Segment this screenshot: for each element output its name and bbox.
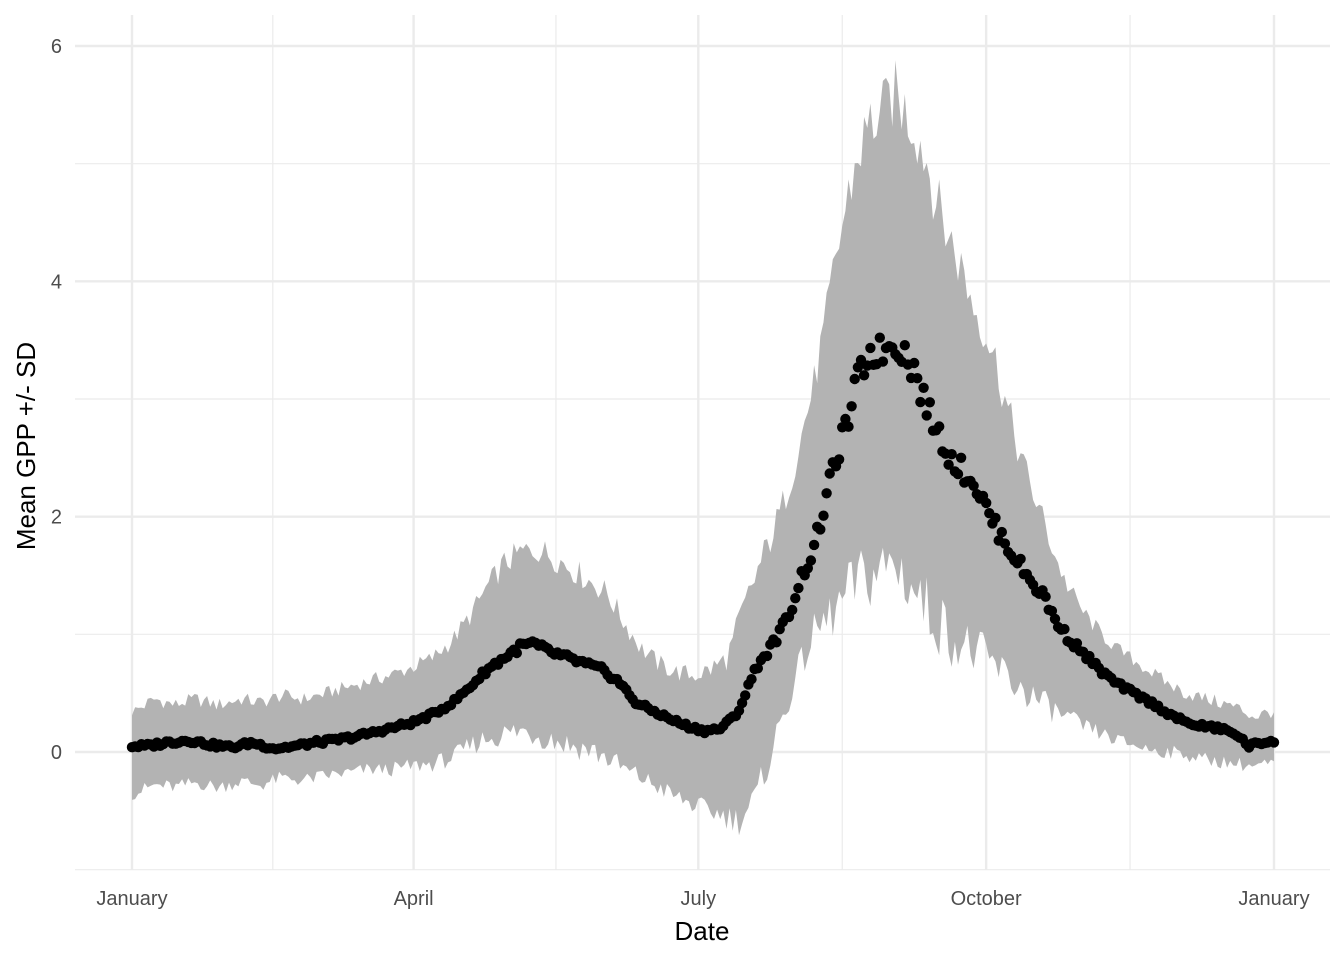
y-tick-label: 4 [51, 271, 62, 293]
mean-point [740, 690, 751, 701]
mean-point [802, 563, 813, 574]
mean-point [824, 468, 835, 479]
mean-point [1040, 591, 1051, 602]
mean-point [1059, 623, 1070, 635]
mean-point [746, 674, 757, 685]
y-tick-label: 0 [51, 742, 62, 764]
mean-point [874, 332, 885, 343]
y-tick-labels: 0 2 4 6 [51, 36, 62, 764]
mean-point [752, 663, 763, 674]
sd-band [132, 60, 1274, 836]
mean-point [790, 593, 801, 604]
mean-point [1049, 613, 1061, 625]
mean-point [1071, 638, 1083, 649]
x-tick-labels: January April July October January [96, 888, 1309, 910]
mean-point [909, 357, 920, 369]
mean-point [915, 396, 926, 408]
mean-point [921, 410, 932, 421]
mean-point [818, 510, 829, 521]
mean-point [999, 538, 1011, 549]
mean-point [968, 480, 979, 491]
mean-point [793, 582, 804, 594]
x-tick-label: July [681, 888, 717, 910]
mean-point [1268, 737, 1280, 748]
x-tick-label: January [96, 888, 167, 910]
mean-point [981, 497, 992, 509]
mean-point [761, 650, 773, 662]
mean-point [934, 421, 945, 432]
mean-points [126, 332, 1280, 755]
mean-point [918, 382, 929, 393]
mean-point [996, 526, 1007, 538]
mean-point [815, 524, 826, 535]
mean-point [955, 452, 967, 463]
mean-point [1046, 605, 1058, 617]
mean-point [943, 459, 954, 470]
mean-point [858, 370, 870, 381]
mean-point [952, 468, 964, 480]
mean-point [846, 401, 857, 412]
x-tick-label: April [394, 888, 434, 910]
y-axis-title: Mean GPP +/- SD [11, 342, 41, 550]
x-tick-label: October [951, 888, 1022, 910]
mean-point [990, 512, 1001, 524]
x-axis-title: Date [675, 916, 730, 946]
mean-point [771, 637, 782, 648]
mean-point [821, 488, 832, 499]
mean-point [843, 421, 854, 432]
x-tick-label: January [1238, 888, 1309, 910]
mean-point [808, 539, 820, 551]
mean-point [865, 342, 876, 354]
mean-point [877, 356, 889, 367]
mean-point [849, 373, 860, 385]
mean-point [1015, 553, 1026, 565]
mean-point [1084, 650, 1095, 662]
mean-point [787, 604, 798, 616]
mean-point [511, 647, 522, 659]
y-tick-label: 6 [51, 36, 62, 58]
mean-point [805, 555, 817, 566]
mean-point [912, 373, 923, 384]
mean-point [924, 397, 935, 408]
mean-point [899, 340, 910, 351]
mean-point [946, 449, 957, 460]
y-tick-label: 2 [51, 507, 62, 529]
mean-point [833, 454, 845, 465]
minor-gridlines [75, 15, 1330, 871]
